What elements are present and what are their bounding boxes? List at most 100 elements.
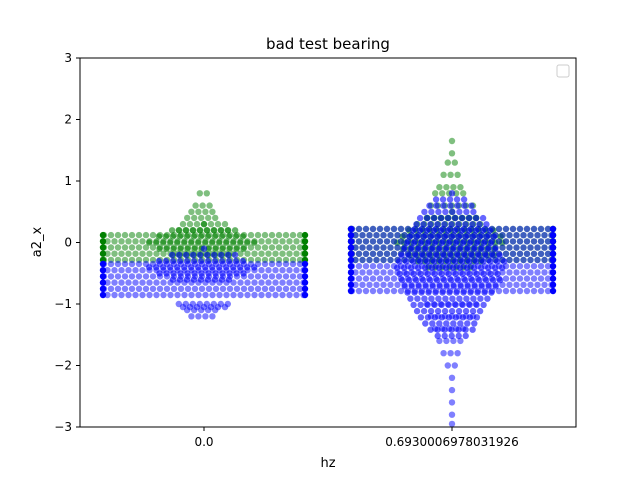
swarm-point [135,244,143,251]
swarm-point [184,270,191,277]
swarm-point [362,287,370,295]
swarm-point [469,221,476,228]
swarm-point [366,256,373,264]
swarm-point [104,279,111,286]
swarm-point [451,159,458,166]
swarm-point [219,245,226,252]
y-axis-ticks: 3 2 1 0 −1 −2 −3 [54,51,80,434]
swarm-point [458,300,465,308]
swarm-point [258,250,265,257]
swarm-point [301,267,309,274]
swarm-point [204,257,212,265]
swarm-point [440,252,447,259]
swarm-point [541,256,548,264]
swarm-point [424,270,431,278]
swarm-point [495,225,503,233]
swarm-point [450,245,457,253]
swarm-point [506,256,513,264]
swarm-point [404,289,411,296]
swarm-point [188,239,195,246]
swarm-point [362,250,370,257]
swarm-point [369,225,377,233]
swarm-point [380,232,387,239]
swarm-point [132,238,139,245]
swarm-point [149,231,157,239]
swarm-point [146,279,153,286]
swarm-point [506,244,513,251]
swarm-point [111,291,118,299]
swarm-point [390,238,398,245]
swarm-point [226,270,233,277]
swarm-point [452,270,459,278]
swarm-point [182,251,190,259]
swarm-point [420,221,427,228]
swarm-point [487,239,495,247]
swarm-point [107,260,115,268]
swarm-point [549,250,557,257]
swarm-point [490,233,497,240]
swarm-point [286,250,293,257]
swarm-point [347,256,355,264]
swarm-point [211,257,219,265]
swarm-point [163,285,171,292]
swarm-point [506,269,513,276]
swarm-point [225,276,233,283]
swarm-point [513,269,520,276]
swarm-point [457,320,464,327]
swarm-point [476,233,483,240]
swarm-point [527,232,534,239]
swarm-point [427,221,434,228]
swarm-point [502,275,510,282]
swarm-point [114,273,122,280]
swarm-point [146,239,153,246]
swarm-point [218,257,226,265]
swarm-point [212,270,219,277]
swarm-point [198,285,206,292]
swarm-point [523,250,531,257]
swarm-point [205,306,212,314]
swarm-point [139,267,146,274]
swarm-point [380,244,387,251]
swarm-point [125,238,132,245]
swarm-point [534,281,541,288]
swarm-point [415,264,422,271]
swarm-point [225,257,233,265]
swarm-point [436,337,443,345]
swarm-point [247,231,255,239]
swarm-point [523,275,531,282]
y-tick-label: 2 [64,113,72,127]
swarm-point [476,221,483,228]
swarm-point [209,239,216,246]
swarm-point [286,267,293,274]
swarm-point [225,233,233,240]
swarm-point [433,202,440,209]
swarm-point [355,275,363,282]
swarm-point [188,291,195,299]
swarm-point [549,232,557,239]
swarm-point [359,281,366,288]
swarm-point [448,307,456,315]
swarm-point [114,244,122,251]
swarm-point [432,196,440,203]
swarm-point [419,276,427,284]
swarm-point [450,264,457,271]
swarm-point [286,238,293,245]
swarm-point [216,239,223,246]
swarm-point [448,150,456,157]
swarm-point [244,250,251,257]
swarm-point [282,260,290,268]
swarm-point [301,279,309,286]
swarm-point [176,233,184,240]
swarm-point [421,295,428,302]
swarm-point [492,245,499,253]
swarm-point [232,233,240,240]
swarm-point [480,239,488,247]
swarm-point [376,250,384,257]
swarm-point [414,295,421,302]
swarm-point [221,220,229,228]
swarm-point [183,257,191,265]
swarm-point [191,214,198,222]
swarm-point [440,350,447,357]
swarm-point [499,269,506,276]
swarm-point [118,279,125,286]
